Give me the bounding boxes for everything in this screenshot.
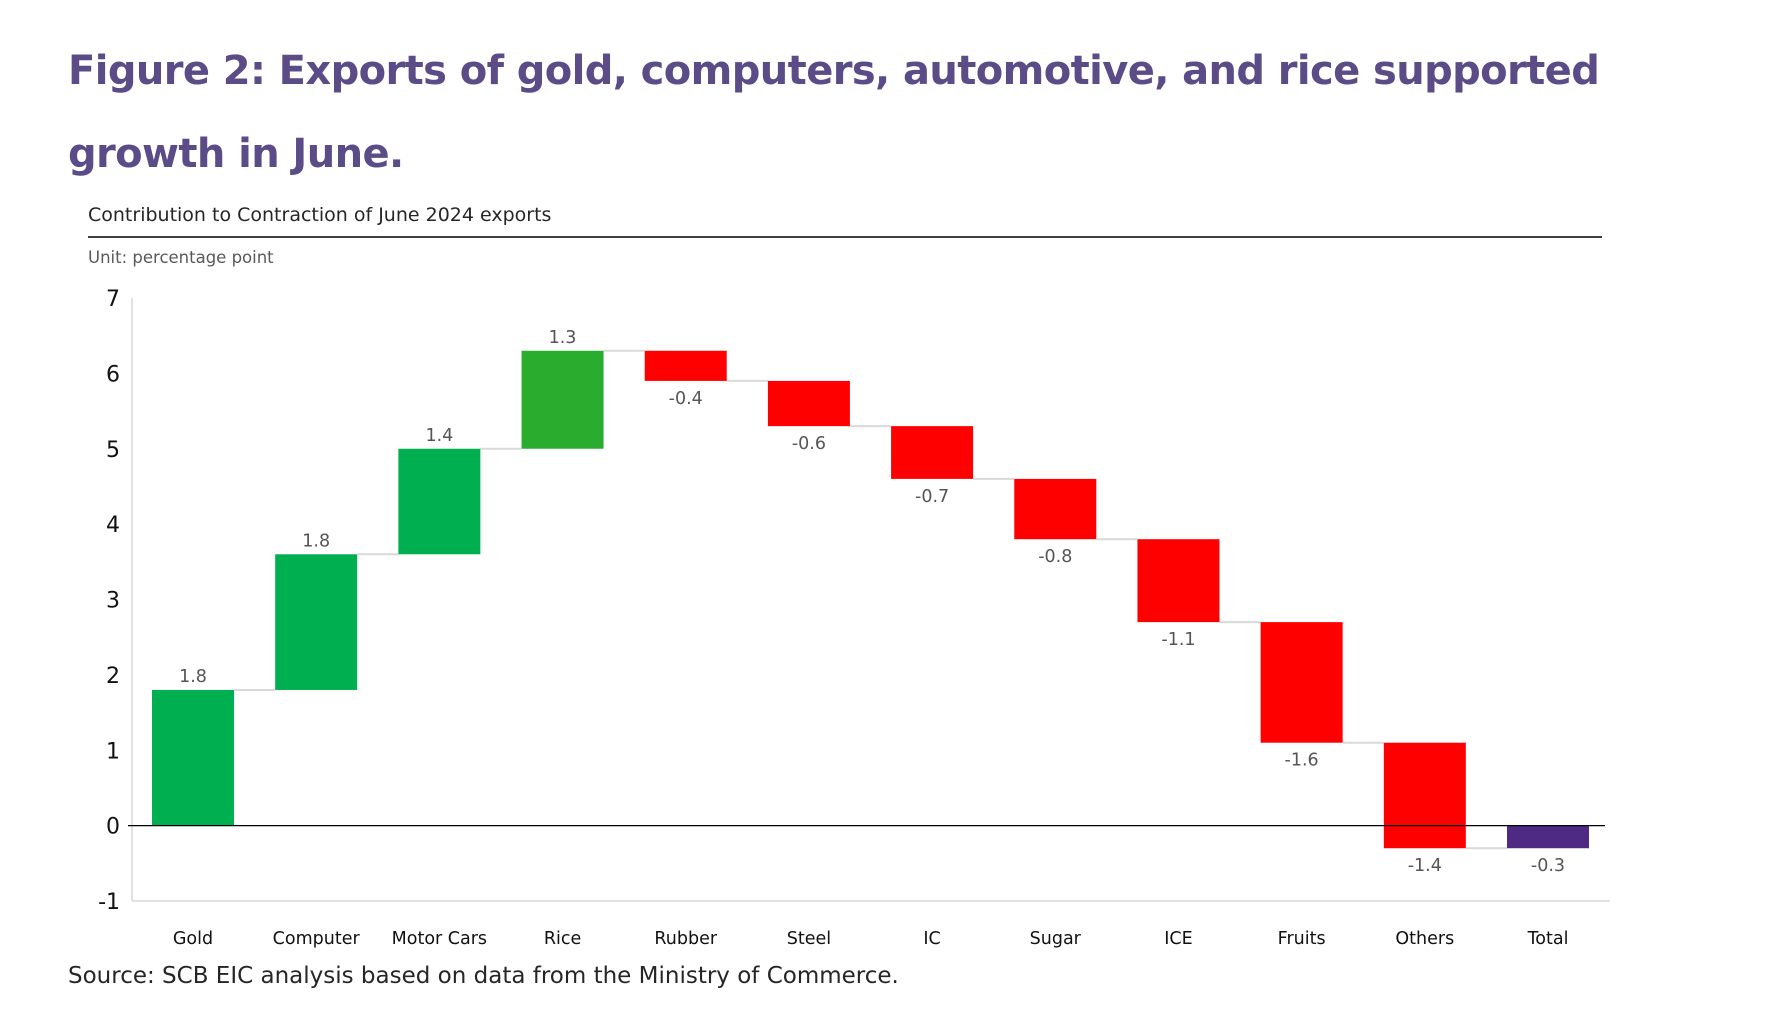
x-tick-label: ICE xyxy=(1164,929,1192,949)
data-label: -1.6 xyxy=(1285,751,1319,771)
source-note: Source: SCB EIC analysis based on data f… xyxy=(68,963,899,989)
data-label: -1.1 xyxy=(1161,630,1195,650)
data-label: -0.3 xyxy=(1531,856,1565,876)
x-tick-label: Rubber xyxy=(654,929,717,949)
figure-title: Figure 2: Exports of gold, computers, au… xyxy=(68,48,1600,177)
bar-ic xyxy=(891,426,974,479)
x-tick-label: Others xyxy=(1395,929,1454,949)
data-label: -0.7 xyxy=(915,487,949,507)
bar-rice xyxy=(521,350,604,449)
x-tick-label: Steel xyxy=(787,929,831,949)
unit-label: Unit: percentage point xyxy=(88,248,274,267)
bar-total xyxy=(1507,825,1589,849)
data-label: 1.8 xyxy=(302,531,330,551)
title-rule xyxy=(88,236,1602,238)
y-tick-label: 2 xyxy=(106,664,120,689)
bar-computer xyxy=(275,554,358,690)
bar-motor-cars xyxy=(398,448,481,555)
bars xyxy=(152,350,1589,849)
bar-fruits xyxy=(1260,622,1343,743)
data-label: 1.8 xyxy=(179,667,207,687)
y-tick-label: 5 xyxy=(106,438,120,463)
connectors xyxy=(234,349,1507,850)
x-tick-label: Computer xyxy=(273,929,361,949)
data-label: -0.8 xyxy=(1038,547,1072,567)
y-tick-label: 0 xyxy=(106,815,120,840)
y-tick-label: 3 xyxy=(106,589,120,614)
data-label: -0.4 xyxy=(669,389,703,409)
bar-gold xyxy=(152,689,234,826)
x-tick-label: Fruits xyxy=(1278,929,1326,949)
data-label: 1.4 xyxy=(425,426,453,446)
x-tick-label: IC xyxy=(923,929,940,949)
axes: -1 0 1 2 3 4 5 6 7 xyxy=(98,287,1610,915)
data-label: -1.4 xyxy=(1408,856,1442,876)
bar-ice xyxy=(1137,539,1220,623)
x-tick-label: Motor Cars xyxy=(392,929,487,949)
x-tick-label: Sugar xyxy=(1030,929,1082,949)
chart-subtitle: Contribution to Contraction of June 2024… xyxy=(88,204,552,226)
data-label: -0.6 xyxy=(792,434,826,454)
x-tick-label: Total xyxy=(1527,929,1569,949)
bar-sugar xyxy=(1014,478,1097,540)
y-tick-label: 4 xyxy=(106,513,120,538)
labels: 1.8 Gold 1.8 Computer 1.4 Motor Cars 1.3 Rice -0… xyxy=(173,328,1569,949)
bar-others xyxy=(1383,742,1466,849)
y-tick-label: 1 xyxy=(106,739,120,764)
y-tick-label: 6 xyxy=(106,362,120,387)
y-tick-label: -1 xyxy=(98,890,120,915)
data-label: 1.3 xyxy=(549,328,577,348)
x-tick-label: Rice xyxy=(544,929,581,949)
bar-steel xyxy=(767,380,850,427)
x-tick-label: Gold xyxy=(173,929,213,949)
y-tick-label: 7 xyxy=(106,287,120,312)
bar-rubber xyxy=(644,350,727,381)
